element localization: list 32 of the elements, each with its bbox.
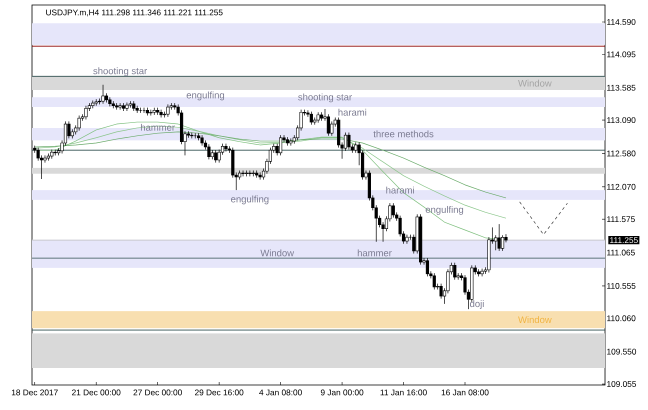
y-tick-label: 110.555 [607, 282, 636, 289]
y-tick-label: 111.065 [607, 250, 635, 256]
ref-line-label: 111.255 [610, 237, 638, 244]
band-label: Window [518, 316, 552, 324]
annotation: three methods [373, 130, 434, 138]
y-tick-label: 111.575 [607, 216, 635, 222]
annotation: engulfing [231, 195, 268, 204]
y-tick-label: 109.055 [607, 381, 636, 387]
annotation: engulfing [186, 92, 224, 100]
x-tick-label: 29 Dec 16:00 [194, 390, 244, 396]
y-tick-label: 114.590 [607, 19, 636, 25]
x-tick-label: 27 Dec 00:00 [133, 390, 182, 396]
y-tick-label: 113.585 [607, 84, 636, 91]
annotation: Window [260, 249, 294, 256]
x-tick-label: 21 Dec 00:00 [72, 390, 120, 396]
x-tick-label: 18 Dec 2017 [12, 390, 58, 396]
x-tick-label: 16 Jan 08:00 [442, 390, 489, 396]
annotation: doji [470, 300, 484, 309]
y-tick-label: 110.060 [607, 315, 636, 322]
y-tick-label: 112.580 [607, 150, 636, 156]
x-tick-label: 9 Jan 00:00 [320, 390, 364, 396]
annotation: shooting star [298, 93, 352, 102]
annotation: shooting star [93, 67, 148, 76]
y-tick-label: 112.070 [607, 184, 636, 190]
annotation: harami [338, 108, 366, 116]
x-tick-label: 11 Jan 16:00 [380, 390, 427, 396]
y-tick-label: 114.095 [607, 51, 636, 58]
y-tick-label: 113.090 [607, 117, 636, 124]
chart-title: USDJPY.m,H4 111.298 111.346 111.221 111.255 [46, 10, 223, 16]
annotation: hammer [358, 249, 392, 256]
x-tick-label: 4 Jan 08:00 [259, 390, 302, 396]
y-tick-label: 109.550 [607, 348, 636, 355]
